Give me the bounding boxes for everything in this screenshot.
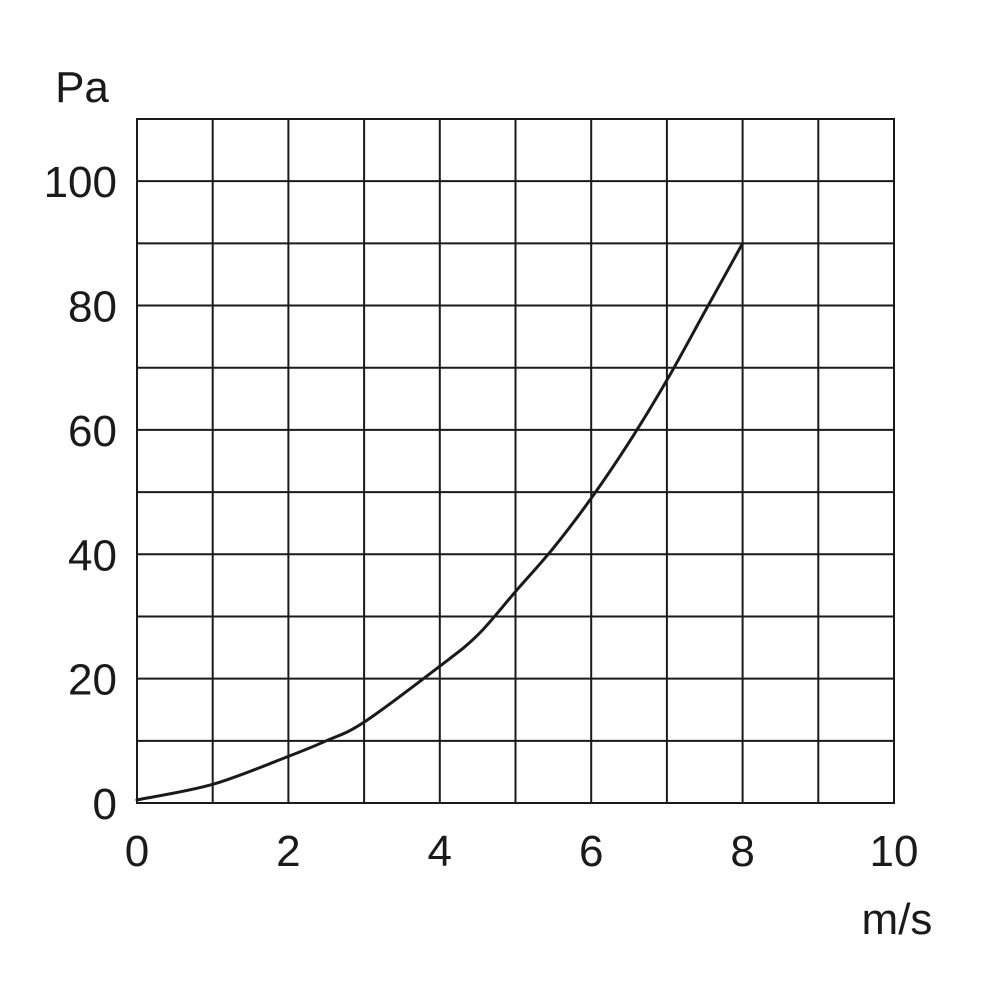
x-tick-label: 6 [579, 827, 603, 876]
x-tick-label: 0 [125, 827, 149, 876]
x-axis-unit: m/s [862, 895, 933, 944]
x-tick-label: 2 [276, 827, 300, 876]
grid [136, 118, 895, 804]
plot-frame [136, 118, 895, 804]
y-tick-label: 40 [68, 531, 117, 580]
x-tick-label: 4 [428, 827, 452, 876]
y-tick-label: 20 [68, 656, 117, 705]
x-tick-label: 10 [870, 827, 919, 876]
y-tick-label: 80 [68, 283, 117, 332]
x-tick-label: 8 [730, 827, 754, 876]
y-tick-label: 60 [68, 407, 117, 456]
y-axis-unit: Pa [55, 63, 109, 112]
pressure-curve [135, 241, 745, 802]
y-tick-label: 0 [93, 780, 117, 829]
y-tick-label: 100 [44, 158, 117, 207]
